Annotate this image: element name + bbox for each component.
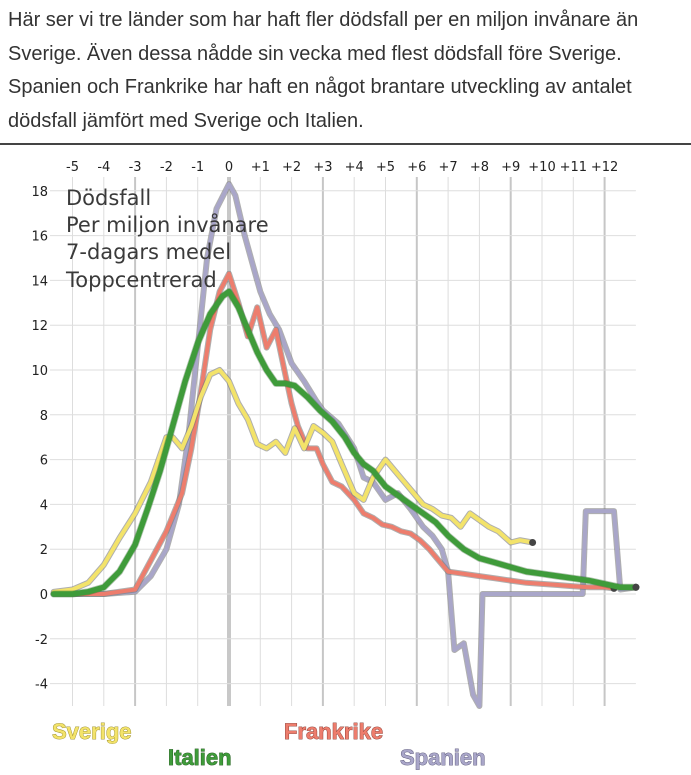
x-tick-label: +3: [313, 160, 332, 175]
series-line-italien: [50, 288, 639, 597]
legend-frankrike: Frankrike: [284, 719, 383, 744]
y-tick-label: 16: [31, 230, 48, 245]
legend-italien: Italien: [168, 745, 232, 770]
y-tick-label: 10: [31, 364, 48, 379]
series-line-italien-outline: [50, 288, 640, 598]
chart: -5 -4 -3 -2 -1 0 +1 +2 +3 +4 +5 +6 +7 +8 +9 +10 +11 +12 1…: [31, 160, 640, 771]
series-line-sverige-end-dot: [529, 538, 537, 546]
divider: [0, 143, 691, 145]
x-tick-label: -5: [66, 160, 79, 175]
annotation-line-2: Per miljon invånare: [66, 212, 269, 237]
y-tick-label: -2: [35, 633, 48, 648]
y-tick-label: 2: [40, 543, 48, 558]
x-tick-label: -1: [191, 160, 204, 175]
legend-sverige: Sverige: [52, 719, 132, 744]
x-tick-label: +2: [282, 160, 301, 175]
y-tick-label: 12: [31, 319, 48, 334]
x-tick-label: +9: [501, 160, 520, 175]
annotation-line-3: 7-dagars medel: [66, 240, 231, 264]
annotation-line-1: Dödsfall: [66, 186, 151, 210]
vertical-gridlines: [72, 177, 606, 706]
legend: Sverige Italien Frankrike Spanien: [52, 719, 486, 771]
y-tick-label: -4: [35, 678, 48, 693]
horizontal-gridlines: [50, 190, 636, 685]
x-tick-label: +12: [591, 160, 618, 175]
annotation-line-4: Toppcentrerad: [65, 268, 217, 292]
x-tick-label: +11: [560, 160, 587, 175]
y-axis-ticks: 18 16 14 12 10 8 6 4 2 0 -2 -4: [31, 185, 48, 693]
y-tick-label: 6: [40, 454, 48, 469]
y-tick-label: 4: [40, 498, 48, 513]
x-tick-label: +4: [345, 160, 364, 175]
legend-spanien: Spanien: [400, 745, 486, 770]
x-tick-label: +6: [407, 160, 426, 175]
x-tick-label: +1: [251, 160, 270, 175]
x-tick-label: +7: [439, 160, 458, 175]
y-tick-label: 18: [31, 185, 48, 200]
x-tick-label: -3: [129, 160, 142, 175]
x-tick-label: -4: [97, 160, 110, 175]
series-line-italien-end-dot: [632, 583, 640, 591]
series-lines: [50, 181, 640, 709]
chart-annotation: Dödsfall Per miljon invånare 7-dagars me…: [65, 186, 269, 292]
y-tick-label: 14: [31, 274, 48, 289]
y-tick-label: 8: [40, 409, 48, 424]
x-axis-ticks: -5 -4 -3 -2 -1 0 +1 +2 +3 +4 +5 +6 +7 +8 +9 +10 +11 +12: [66, 160, 618, 175]
x-tick-label: +5: [376, 160, 395, 175]
intro-text: Här ser vi tre länder som har haft fler …: [8, 9, 639, 132]
x-tick-label: +8: [470, 160, 489, 175]
x-tick-label: +10: [528, 160, 555, 175]
y-tick-label: 0: [40, 588, 48, 603]
x-tick-label: -2: [160, 160, 173, 175]
x-tick-label: 0: [225, 160, 233, 175]
series-line-frankrike: [51, 271, 616, 596]
